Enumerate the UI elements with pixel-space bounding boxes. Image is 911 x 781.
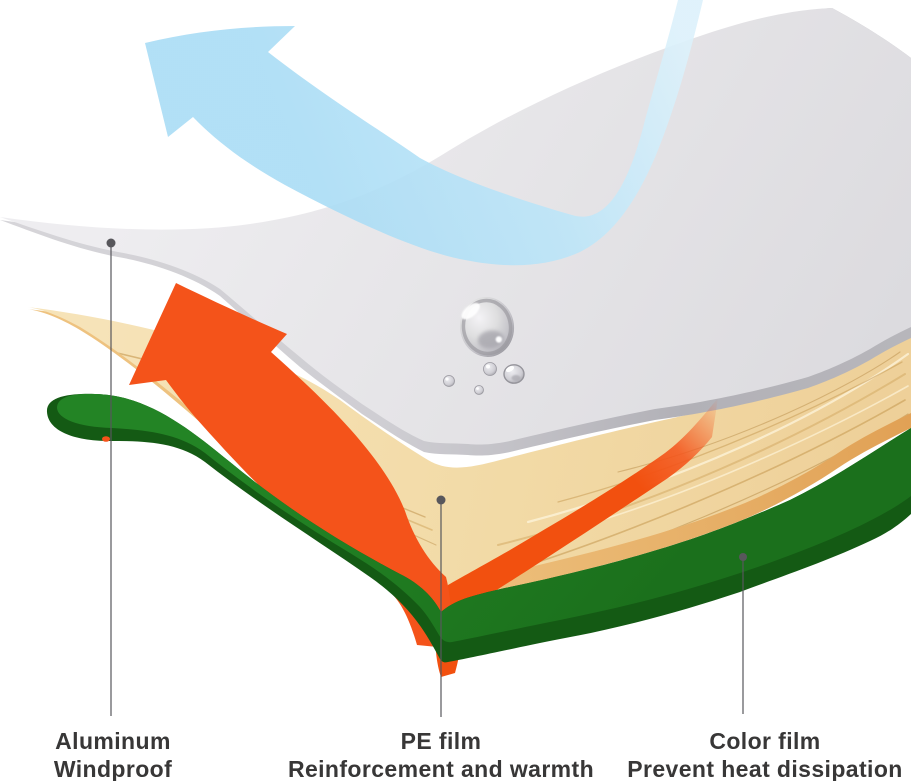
water-droplet-large xyxy=(459,297,515,357)
callout-subtitle-color-film: Prevent heat dissipation xyxy=(627,756,902,781)
water-droplets xyxy=(443,297,525,395)
warmth-arrow-tail-band xyxy=(435,398,718,677)
airflow-arrow-shape xyxy=(145,0,703,266)
callout-title-color-film: Color film xyxy=(709,728,820,754)
callout-title-pe-film: PE film xyxy=(401,728,482,754)
callout-subtitle-aluminum: Windproof xyxy=(54,756,172,781)
airflow-arrow xyxy=(145,0,703,266)
callout-title-aluminum: Aluminum xyxy=(55,728,171,754)
callout-color-film: Color film Prevent heat dissipation xyxy=(627,553,902,781)
water-droplet-small-4 xyxy=(503,364,525,384)
callout-dot xyxy=(106,238,116,248)
water-droplet-small-2 xyxy=(483,362,497,376)
callout-subtitle-pe-film: Reinforcement and warmth xyxy=(288,756,594,781)
water-droplet-small-1 xyxy=(443,375,455,387)
warmth-arrow-speck xyxy=(102,436,110,442)
callout-dot xyxy=(739,553,747,561)
callout-dot xyxy=(436,495,446,505)
callout-aluminum: Aluminum Windproof xyxy=(54,238,172,781)
color-film-layer xyxy=(46,393,911,663)
callout-pe-film: PE film Reinforcement and warmth xyxy=(288,495,594,781)
color-film-surface xyxy=(57,393,911,643)
warmth-arrow xyxy=(129,283,718,677)
warmth-arrow-head-shaft xyxy=(129,283,451,648)
water-droplet-small-3 xyxy=(474,385,484,395)
color-film-edge-face xyxy=(46,393,911,663)
